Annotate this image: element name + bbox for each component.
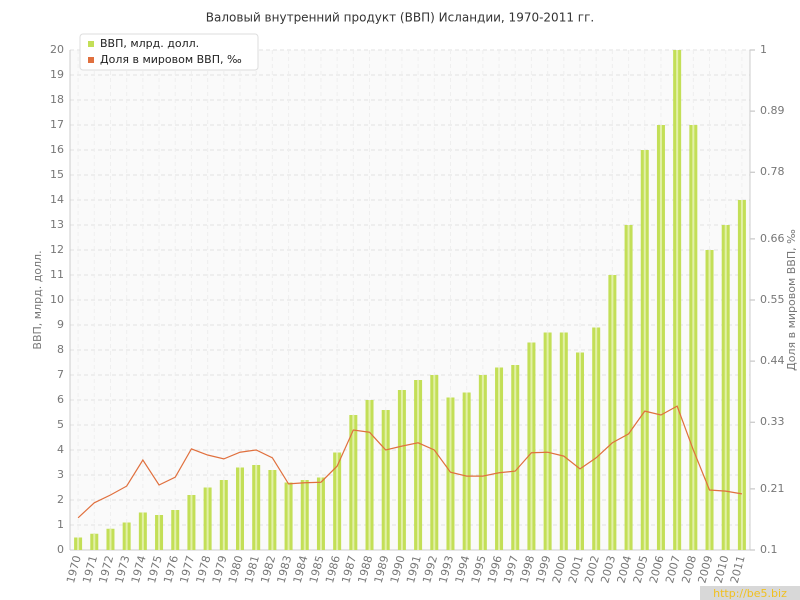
y-tick-label: 4 (57, 443, 64, 456)
y2-tick-label: 0.1 (760, 543, 778, 556)
y-tick-label: 5 (57, 418, 64, 431)
y-tick-label: 12 (50, 243, 64, 256)
bar-shine (336, 452, 339, 550)
y-tick-label: 8 (57, 343, 64, 356)
bar-shine (659, 125, 662, 550)
y-tick-label: 15 (50, 168, 64, 181)
y-axis-label: ВВП, млрд. долл. (31, 250, 44, 349)
y-tick-label: 16 (50, 143, 64, 156)
bar-shine (400, 390, 403, 550)
bar-shine (740, 200, 743, 550)
legend-box (79, 33, 259, 71)
bar-shine (546, 332, 549, 550)
bar-shine (271, 470, 274, 550)
bar-shine (708, 250, 711, 550)
bar-shine (239, 467, 241, 550)
marks (74, 50, 746, 550)
y2-tick-label: 0.55 (760, 293, 785, 306)
y-tick-label: 9 (57, 318, 64, 331)
y-tick-label: 2 (57, 493, 64, 506)
bar-shine (141, 512, 144, 550)
bar-shine (77, 537, 80, 550)
bar-shine (319, 477, 322, 550)
bar-shine (595, 327, 598, 550)
y-tick-label: 3 (57, 468, 64, 481)
y-tick-label: 14 (50, 193, 64, 206)
legend-swatch (88, 41, 94, 47)
y-tick-label: 18 (50, 93, 64, 106)
y-tick-label: 13 (50, 218, 64, 231)
y-tick-label: 0 (57, 543, 64, 556)
line (77, 405, 743, 519)
bar-shine (562, 332, 565, 550)
y2-axis-label: Доля в мировом ВВП, ‰ (785, 229, 798, 371)
bar-shine (530, 342, 533, 550)
y-tick-label: 7 (57, 368, 64, 381)
y-tick-label: 1 (57, 518, 64, 531)
bar-shine (692, 125, 695, 550)
legend-swatch (88, 57, 94, 63)
y-tick-label: 20 (50, 43, 64, 56)
bar-shine (465, 392, 468, 550)
bar-shine (93, 533, 96, 550)
legend-label: Доля в мировом ВВП, ‰ (100, 53, 242, 66)
legend: ВВП, млрд. долл. Доля в мировом ВВП, ‰ (79, 33, 259, 71)
bar-shine (109, 528, 112, 550)
watermark: http://be5.biz (713, 587, 787, 600)
bar-shine (643, 150, 646, 550)
bar-shine (676, 50, 679, 550)
bar-shine (579, 352, 581, 550)
chart-title: Валовый внутренний продукт (ВВП) Исланди… (206, 11, 594, 25)
legend-label: ВВП, млрд. долл. (100, 37, 199, 50)
y2-tick-label: 0.89 (760, 104, 785, 117)
y2-tick-label: 0.66 (760, 232, 785, 245)
y-tick-label: 6 (57, 393, 64, 406)
y2-tick-label: 0.44 (760, 354, 785, 367)
bar-shine (724, 225, 727, 550)
bar-shine (433, 375, 436, 550)
bar-shine (449, 397, 452, 550)
bar-shine (384, 410, 387, 550)
bar-shine (611, 275, 614, 550)
bar-shine (627, 225, 630, 550)
bar-shine (174, 510, 177, 550)
bar-shine (158, 515, 161, 550)
watermark-bg (700, 586, 800, 600)
bar-shine (222, 480, 225, 550)
bar-shine (255, 465, 258, 550)
y2-tick-label: 0.78 (760, 165, 785, 178)
bar-shine (190, 495, 193, 550)
bar-shine (206, 487, 209, 550)
y-tick-label: 10 (50, 293, 64, 306)
y2-tick-label: 1 (760, 43, 767, 56)
bar-shine (481, 375, 484, 550)
y-tick-label: 11 (50, 268, 64, 281)
y2-tick-label: 0.33 (760, 415, 785, 428)
bar-shine (352, 415, 355, 550)
bar-shine (125, 522, 128, 550)
bar-shine (417, 380, 420, 550)
bar-shine (287, 482, 290, 550)
bar-shine (368, 400, 371, 550)
y2-tick-label: 0.21 (760, 482, 785, 495)
bar-shine (514, 365, 517, 550)
bar-shine (303, 480, 306, 550)
y-tick-label: 19 (50, 68, 64, 81)
bar-shine (498, 367, 501, 550)
y-tick-label: 17 (50, 118, 64, 131)
